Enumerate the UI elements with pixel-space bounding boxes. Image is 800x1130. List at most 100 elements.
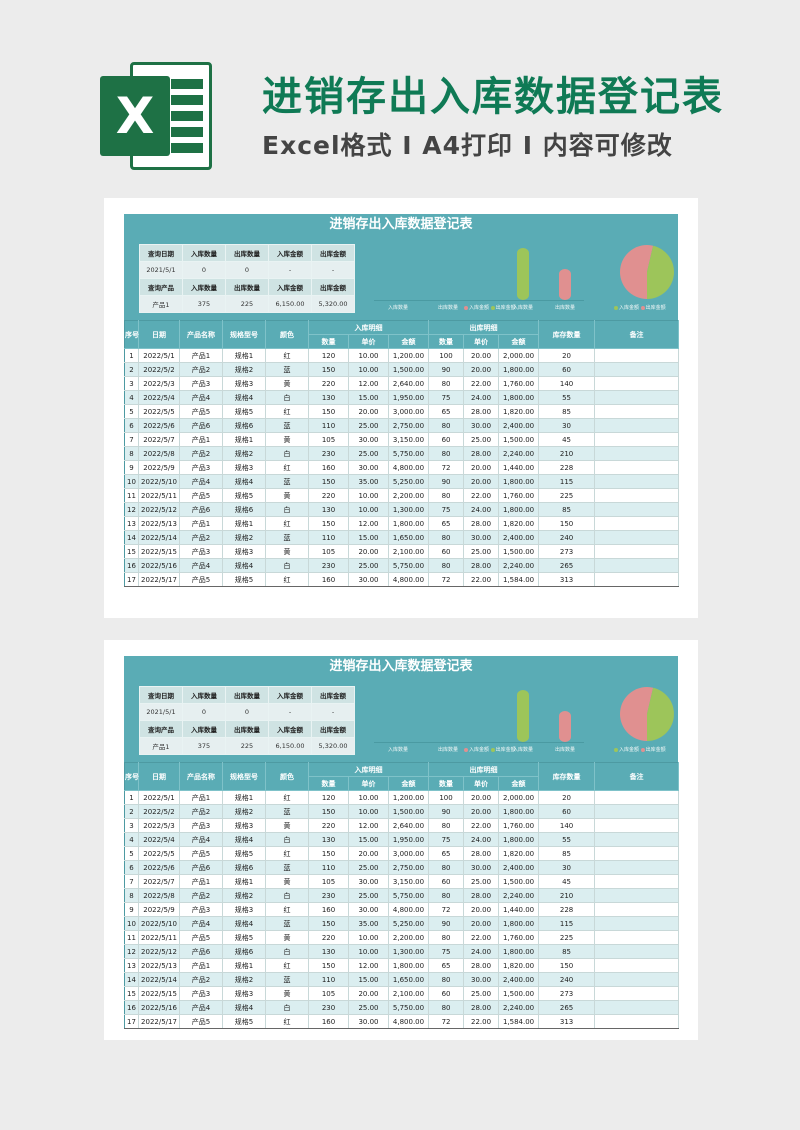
- table-cell: 2022/5/3: [138, 376, 180, 391]
- table-cell: 6: [124, 418, 139, 433]
- chart-left-category-label: 出库数量: [437, 305, 458, 311]
- table-cell: 3: [124, 376, 139, 391]
- pie-slice: [620, 687, 654, 741]
- table-cell: 14: [124, 972, 139, 987]
- table-cell: 60: [428, 544, 465, 559]
- table-cell: 1,800.00: [498, 362, 540, 377]
- chart-right-category-label: 入库数量: [512, 305, 533, 311]
- query-value-cell: 6,150.00: [268, 295, 312, 313]
- table-cell: 72: [428, 460, 465, 475]
- table-cell: 9: [124, 460, 139, 475]
- header-stock: 库存数量: [538, 762, 596, 791]
- table-cell: 2022/5/15: [138, 986, 180, 1001]
- table-cell: 75: [428, 502, 465, 517]
- table-cell: 20.00: [463, 902, 500, 917]
- table-cell: 白: [265, 502, 309, 517]
- table-cell: 产品5: [179, 572, 223, 587]
- table-cell: 230: [308, 888, 349, 903]
- table-cell: 4,800.00: [388, 460, 430, 475]
- table-cell: 20.00: [463, 348, 500, 363]
- table-cell: 规格1: [222, 516, 266, 531]
- table-cell: 产品2: [179, 362, 223, 377]
- table-cell: 3: [124, 818, 139, 833]
- table-cell: 规格3: [222, 544, 266, 559]
- table-cell: 22.00: [463, 376, 500, 391]
- table-cell: 产品2: [179, 804, 223, 819]
- excel-logo-icon: X: [100, 62, 212, 170]
- note-cell: [594, 544, 680, 559]
- table-cell: 2,750.00: [388, 418, 430, 433]
- table-cell: 265: [538, 1000, 596, 1015]
- table-cell: 80: [428, 888, 465, 903]
- query-value-cell: 产品1: [139, 737, 183, 755]
- note-cell: [594, 1000, 680, 1015]
- table-cell: 1,800.00: [498, 390, 540, 405]
- query-header-cell: 出库金额: [311, 278, 355, 296]
- header-color: 颜色: [265, 320, 309, 349]
- query-value-cell: -: [311, 703, 355, 721]
- table-cell: 规格4: [222, 1000, 266, 1015]
- query-value-cell: 0: [225, 703, 269, 721]
- table-cell: 160: [308, 460, 349, 475]
- table-cell: 2022/5/10: [138, 916, 180, 931]
- table-cell: 60: [428, 986, 465, 1001]
- note-cell: [594, 874, 680, 889]
- table-cell: 产品2: [179, 888, 223, 903]
- table-cell: 80: [428, 418, 465, 433]
- legend-label: 出库金额: [645, 747, 666, 753]
- table-row: 1 2022/5/1 产品1 规格1 红 120 10.00 1,200.00 100 20.00…: [124, 348, 680, 363]
- table-cell: 红: [265, 460, 309, 475]
- table-cell: 红: [265, 516, 309, 531]
- table-cell: 1,820.00: [498, 404, 540, 419]
- table-row: 8 2022/5/8 产品2 规格2 白 230 25.00 5,750.00 80 28.00 2…: [124, 446, 680, 461]
- table-cell: 5: [124, 404, 139, 419]
- table-cell: 25.00: [463, 544, 500, 559]
- chart-pie-legend: 入库金额 出库金额: [614, 746, 666, 753]
- table-cell: 10.00: [348, 488, 389, 503]
- query-value-cell: 6,150.00: [268, 737, 312, 755]
- table-cell: 5,250.00: [388, 474, 430, 489]
- chart-right-category-label: 入库数量: [512, 747, 533, 753]
- note-cell: [594, 930, 680, 945]
- table-cell: 240: [538, 530, 596, 545]
- table-cell: 20.00: [463, 790, 500, 805]
- header-amount: 金额: [388, 334, 430, 349]
- table-cell: 1,820.00: [498, 846, 540, 861]
- table-cell: 160: [308, 902, 349, 917]
- table-cell: 规格1: [222, 874, 266, 889]
- legend-label: 入库金额: [469, 305, 491, 311]
- table-cell: 65: [428, 846, 465, 861]
- table-row: 11 2022/5/11 产品5 规格5 黄 220 10.00 2,200.00 80 22.0…: [124, 488, 680, 503]
- header-amount: 金额: [498, 334, 540, 349]
- page-subtitle: Excel格式 I A4打印 I 内容可修改: [262, 131, 673, 160]
- sheet-page-1: 进销存出入库数据登记表 查询日期 入库数量 出库数量 入库金额 出库金额 2021/5/1…: [104, 198, 698, 618]
- table-cell: 1,800.00: [498, 804, 540, 819]
- table-cell: 28.00: [463, 404, 500, 419]
- note-cell: [594, 860, 680, 875]
- table-cell: 规格6: [222, 860, 266, 875]
- note-cell: [594, 846, 680, 861]
- table-cell: 4,800.00: [388, 572, 430, 587]
- table-cell: 228: [538, 902, 596, 917]
- query-header-cell: 入库金额: [268, 244, 312, 262]
- table-cell: 160: [308, 572, 349, 587]
- table-cell: 60: [538, 804, 596, 819]
- table-cell: 2,400.00: [498, 972, 540, 987]
- table-cell: 1,800.00: [498, 502, 540, 517]
- table-cell: 1,760.00: [498, 376, 540, 391]
- table-cell: 9: [124, 902, 139, 917]
- table-cell: 产品4: [179, 558, 223, 573]
- table-cell: 80: [428, 972, 465, 987]
- table-cell: 产品6: [179, 944, 223, 959]
- table-cell: 蓝: [265, 804, 309, 819]
- chart-left-category-label: 出库数量: [437, 747, 458, 753]
- query-value-cell: -: [268, 703, 312, 721]
- table-row: 11 2022/5/11 产品5 规格5 黄 220 10.00 2,200.00 80 22.0…: [124, 930, 680, 945]
- note-cell: [594, 1014, 680, 1029]
- query-row: 查询日期 入库数量 出库数量 入库金额 出库金额: [139, 686, 355, 704]
- table-cell: 220: [308, 488, 349, 503]
- table-cell: 6: [124, 860, 139, 875]
- header-spec: 规格型号: [222, 320, 266, 349]
- table-cell: 15: [124, 986, 139, 1001]
- table-cell: 2022/5/7: [138, 432, 180, 447]
